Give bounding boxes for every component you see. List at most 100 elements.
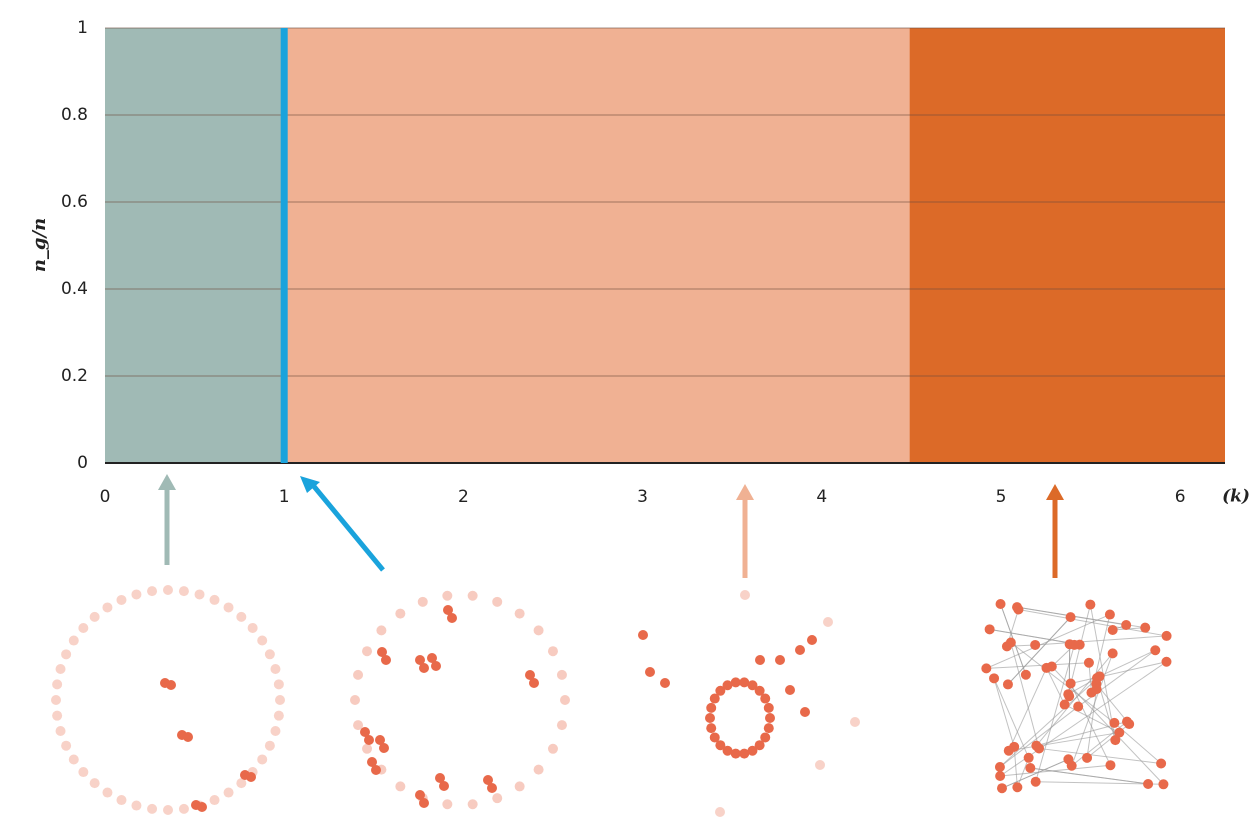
node	[69, 754, 79, 764]
node	[236, 612, 246, 622]
edge	[1011, 643, 1039, 749]
node	[850, 717, 860, 727]
node	[362, 744, 372, 754]
node	[179, 804, 189, 814]
node	[116, 795, 126, 805]
node	[102, 602, 112, 612]
node	[275, 695, 285, 705]
node	[419, 663, 429, 673]
node	[248, 623, 258, 633]
node	[997, 783, 1007, 793]
node	[163, 585, 173, 595]
node	[996, 599, 1006, 609]
node	[102, 788, 112, 798]
node	[557, 720, 567, 730]
node	[274, 679, 284, 689]
node	[224, 788, 234, 798]
x-tick-label: 1	[279, 487, 290, 507]
node	[1031, 777, 1041, 787]
node	[1006, 638, 1016, 648]
node	[376, 625, 386, 635]
x-tick-label: 6	[1175, 487, 1186, 507]
node	[147, 586, 157, 596]
node	[492, 793, 502, 803]
x-tick-label: 0	[100, 487, 111, 507]
node	[1004, 746, 1014, 756]
node	[1066, 678, 1076, 688]
node	[534, 765, 544, 775]
node	[195, 589, 205, 599]
node	[1105, 610, 1115, 620]
arrow	[312, 484, 383, 570]
node	[1158, 779, 1168, 789]
node	[1156, 758, 1166, 768]
network-illustrations	[51, 585, 1172, 817]
edge	[1046, 668, 1064, 705]
arrow-head	[158, 474, 176, 490]
node	[638, 630, 648, 640]
node	[166, 680, 176, 690]
node	[265, 649, 275, 659]
node	[1069, 640, 1079, 650]
node	[1066, 612, 1076, 622]
node	[1003, 679, 1013, 689]
node	[56, 664, 66, 674]
node	[379, 743, 389, 753]
node	[785, 685, 795, 695]
node	[418, 597, 428, 607]
node	[257, 754, 267, 764]
node	[534, 625, 544, 635]
x-tick-label: 2	[458, 487, 469, 507]
chart: n_g/n (k) 00.20.40.60.810123456	[0, 0, 1254, 834]
node	[1122, 717, 1132, 727]
node	[760, 694, 770, 704]
node	[1105, 760, 1115, 770]
node	[210, 595, 220, 605]
node	[705, 713, 715, 723]
edge	[1009, 668, 1047, 751]
node	[1024, 753, 1034, 763]
node	[1108, 625, 1118, 635]
node	[274, 711, 284, 721]
x-tick-label: 4	[816, 487, 827, 507]
node	[1063, 689, 1073, 699]
node	[364, 735, 374, 745]
node	[731, 677, 741, 687]
node	[1121, 620, 1131, 630]
y-tick-label: 0.4	[61, 279, 88, 299]
node	[61, 741, 71, 751]
node	[395, 609, 405, 619]
node	[56, 726, 66, 736]
node	[371, 765, 381, 775]
node	[78, 767, 88, 777]
node	[468, 591, 478, 601]
arrow-head	[1046, 484, 1064, 500]
y-tick-label: 0	[77, 453, 88, 473]
node	[419, 798, 429, 808]
node	[51, 695, 61, 705]
node	[179, 586, 189, 596]
y-tick-label: 0.2	[61, 366, 88, 386]
node	[1012, 782, 1022, 792]
node	[1143, 779, 1153, 789]
node	[265, 741, 275, 751]
region	[105, 28, 284, 463]
node	[807, 635, 817, 645]
node	[439, 781, 449, 791]
node	[823, 617, 833, 627]
y-tick-label: 0.6	[61, 192, 88, 212]
node	[52, 679, 62, 689]
node	[1109, 718, 1119, 728]
node	[131, 589, 141, 599]
node	[560, 695, 570, 705]
node	[706, 723, 716, 733]
node	[1025, 763, 1035, 773]
y-axis-label: n_g/n	[29, 218, 50, 272]
node	[660, 678, 670, 688]
node	[131, 801, 141, 811]
node	[1030, 640, 1040, 650]
node	[350, 695, 360, 705]
node	[257, 636, 267, 646]
node	[1092, 684, 1102, 694]
node	[548, 646, 558, 656]
